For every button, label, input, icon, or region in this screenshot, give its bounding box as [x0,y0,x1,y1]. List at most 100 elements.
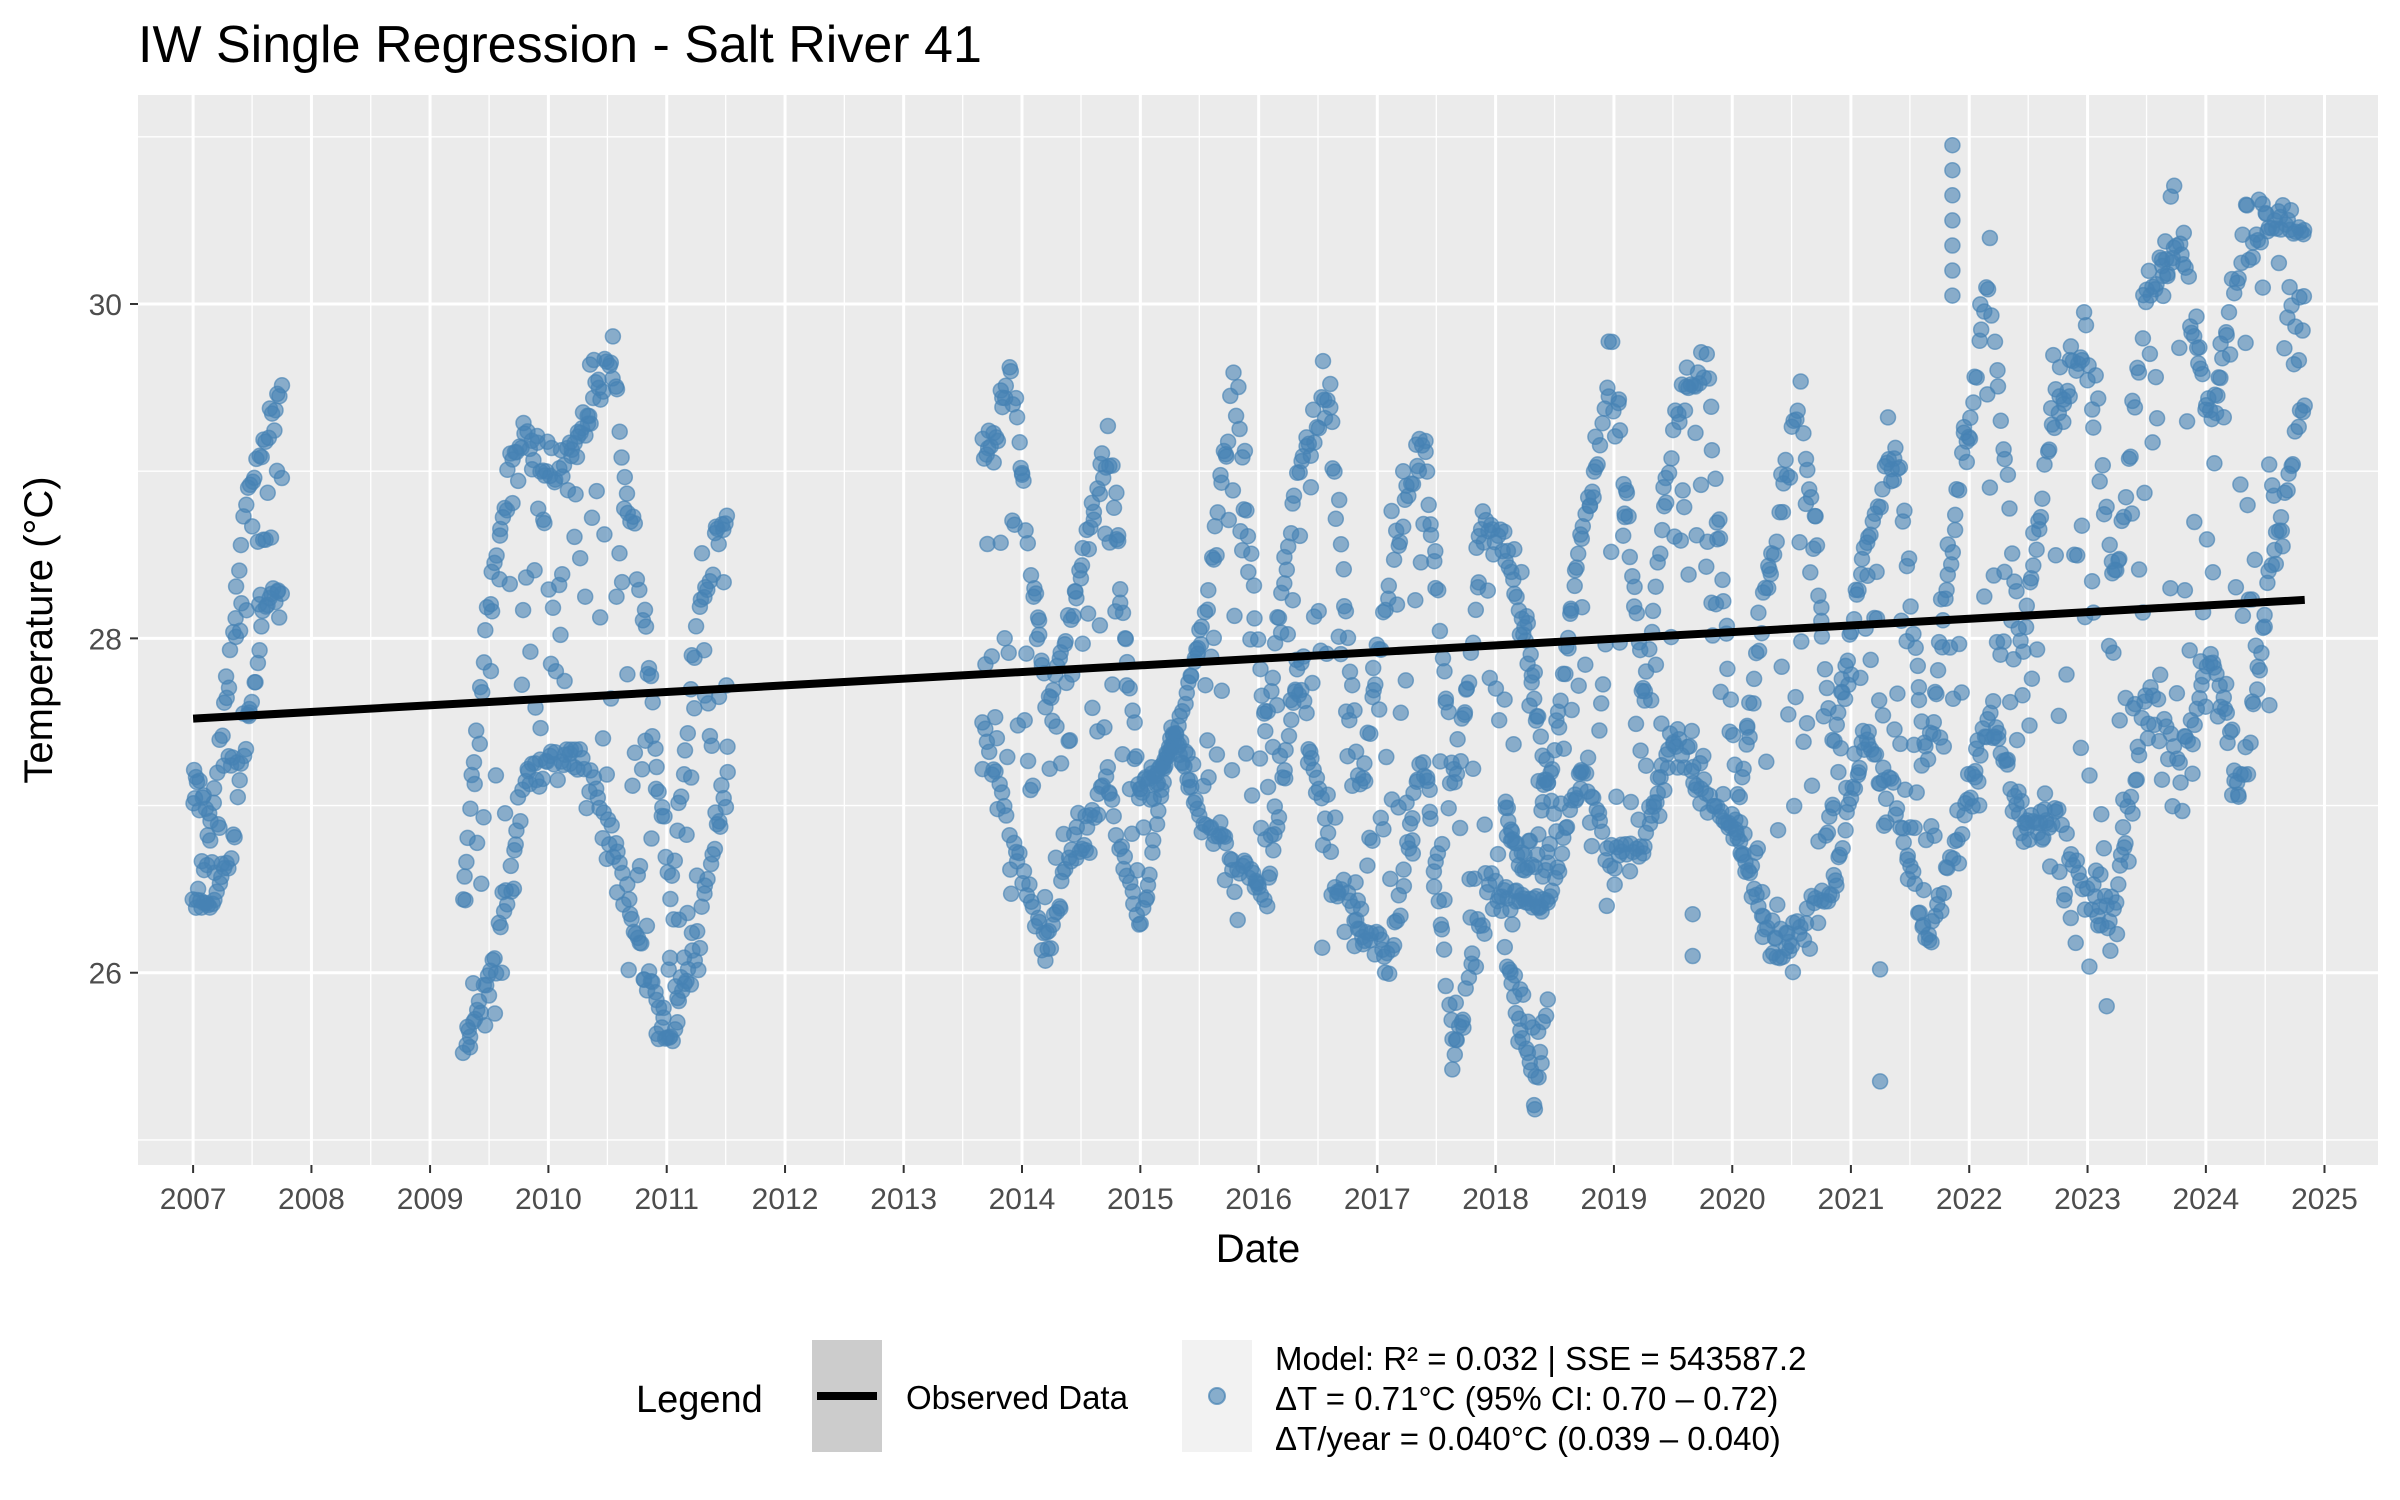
observed-point [1278,561,1296,578]
observed-point [1514,986,1532,1003]
observed-point [1741,728,1758,746]
observed-point [1926,827,1943,844]
observed-point [2171,339,2188,357]
observed-point [2130,364,2148,381]
observed-point [2001,693,2019,711]
observed-point [1224,482,1242,499]
observed-point [2234,607,2252,625]
observed-point [2184,765,2201,782]
observed-point [1541,835,1559,853]
observed-point [1276,575,1293,592]
observed-point [679,904,696,922]
regression-trend-line [192,595,2305,723]
observed-point [1532,728,1550,745]
observed-point [1935,884,1953,902]
observed-point [1989,378,2007,395]
observed-point [717,798,735,816]
observed-point [1504,916,1521,933]
observed-point [1795,424,1812,442]
observed-point [1711,529,1729,547]
observed-point [626,515,644,532]
observed-point [483,603,501,620]
observed-point [1220,511,1238,529]
observed-point [718,507,736,524]
observed-point [1116,848,1134,865]
observed-point [1238,502,1255,519]
observed-point [273,585,291,603]
observed-point [1243,545,1260,562]
observed-point [1105,499,1123,517]
observed-point [2102,942,2119,960]
observed-point [1433,835,1451,853]
observed-point [2036,785,2054,802]
observed-point [1223,761,1241,779]
observed-point [1769,896,1786,913]
observed-point [1367,676,1384,693]
observed-point [2098,498,2115,516]
observed-point [2274,537,2291,555]
observed-point [1212,814,1229,831]
observed-point [1938,581,1955,599]
observed-point [1420,496,1437,514]
observed-point [1108,484,1125,502]
observed-point [1304,674,1321,692]
observed-point [1404,475,1422,493]
observed-point [1259,778,1277,796]
observed-point [1566,577,1583,595]
observed-point [1563,701,1580,719]
observed-point [2260,456,2278,473]
observed-point [1852,669,1869,687]
observed-point [1291,527,1309,545]
observed-point [2223,721,2241,739]
observed-point [1777,451,1794,469]
observed-point [1042,940,1060,957]
observed-point [608,380,626,398]
observed-point [1276,770,1294,787]
observed-point [1644,602,1662,620]
observed-point [1792,373,1809,390]
observed-point [1030,612,1048,629]
observed-point [1758,753,1775,771]
x-tick-label: 2012 [752,1183,819,1216]
observed-point [1429,581,1447,599]
observed-point [1091,617,1109,634]
observed-point [1370,701,1388,718]
legend-model-line-2: ΔT = 0.71°C (95% CI: 0.70 – 0.72) [1275,1380,1778,1417]
observed-point [1962,409,1979,427]
observed-point [482,662,500,680]
observed-point [473,683,491,701]
x-tick-label: 2017 [1344,1183,1411,1216]
observed-point [1061,732,1079,749]
observed-point [2175,224,2193,242]
observed-point [2117,835,2134,852]
observed-point-outlier [1684,947,1701,965]
observed-point [475,809,492,826]
observed-point [2154,287,2172,305]
observed-point [1359,857,1376,874]
observed-point [458,853,475,871]
observed-point [1818,679,1836,697]
observed-point [1460,674,1478,691]
observed-point-outlier [1944,237,1961,254]
observed-point [1958,453,1976,471]
observed-point [1467,601,1485,619]
observed-point [1589,456,1606,473]
observed-point [691,939,709,957]
observed-point [253,448,270,466]
observed-point [2245,695,2262,713]
observed-point [205,780,223,797]
observed-point [2058,666,2075,683]
observed-point [1506,967,1524,984]
observed-point [1592,695,1610,712]
observed-point [604,328,622,345]
observed-point [1989,730,2007,748]
observed-point [688,923,706,940]
observed-point [1731,788,1749,806]
observed-point [1378,748,1395,766]
observed-point [1569,545,1587,562]
observed-point [1860,723,1877,741]
observed-point [2153,771,2171,788]
observed-point [985,454,1002,471]
observed-point [2068,547,2086,564]
observed-point [1950,855,1968,872]
